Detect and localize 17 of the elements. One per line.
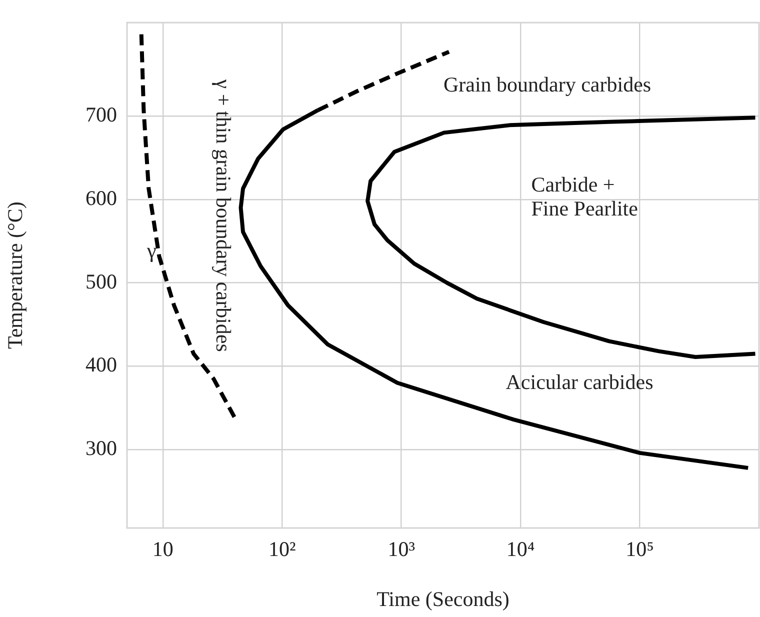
- annotation: Carbide + Fine Pearlite: [531, 172, 638, 220]
- x-tick-label: 10⁴: [506, 537, 535, 562]
- x-tick-label: 10: [152, 537, 174, 562]
- x-tick-label: 10⁵: [626, 537, 654, 562]
- x-tick-label: 10³: [388, 537, 415, 562]
- annotation: γ: [146, 238, 156, 263]
- y-tick-label: 600: [86, 186, 117, 210]
- annotation: Acicular carbides: [506, 370, 654, 394]
- y-tick-label: 400: [86, 352, 117, 377]
- x-tick-label: 10²: [268, 537, 296, 562]
- y-tick-label: 300: [86, 436, 117, 460]
- x-axis-title: Time (Seconds): [376, 586, 510, 611]
- annotation: γ + thin grain boundary carbides: [211, 78, 236, 352]
- y-tick-label: 500: [86, 269, 117, 294]
- annotation: Grain boundary carbides: [443, 72, 652, 96]
- y-tick-label: 700: [86, 102, 117, 127]
- y-axis-title: Temperature (°C): [3, 202, 28, 350]
